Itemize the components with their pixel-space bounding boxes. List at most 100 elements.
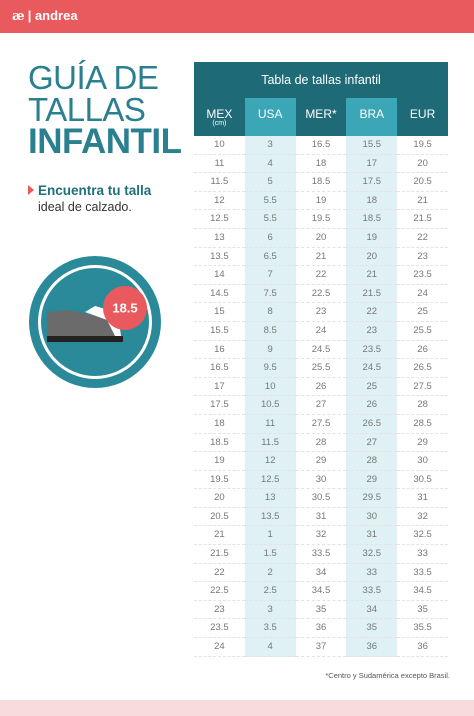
table-row: 23.5 3.5 36 35 35.5 [194, 619, 448, 639]
table-cell: 28.5 [397, 415, 448, 434]
badge-circle [103, 286, 147, 330]
table-cell: 23 [194, 601, 245, 620]
table-row: 19 12 29 28 30 [194, 452, 448, 471]
column-name: MER* [305, 107, 337, 121]
table-row: 13 6 20 19 22 [194, 228, 448, 248]
table-cell: 21.5 [346, 284, 398, 304]
table-cell: 4 [244, 154, 296, 174]
table-row: 19.5 12.5 30 29 30.5 [194, 470, 448, 490]
table-cell: 20 [194, 489, 245, 508]
table-cell: 30.5 [295, 489, 347, 508]
table-cell: 34.5 [397, 582, 448, 601]
table-cell: 16.5 [295, 136, 347, 155]
bottom-bar [0, 700, 474, 716]
table-cell: 19.5 [397, 136, 448, 155]
table-row: 22 2 34 33 33.5 [194, 563, 448, 583]
table-cell: 9.5 [244, 359, 296, 378]
table-cell: 28 [397, 396, 448, 415]
shoe-sole [47, 336, 123, 342]
table-cell: 24.5 [346, 359, 398, 378]
table-cell: 19 [295, 192, 347, 211]
table-cell: 30.5 [397, 471, 448, 490]
table-cell: 10 [244, 377, 296, 397]
table-cell: 31 [295, 508, 347, 527]
table-cell: 6.5 [244, 247, 296, 267]
table-cell: 8 [244, 303, 296, 322]
table-cell: 2 [244, 563, 296, 583]
table-cell: 4 [244, 638, 296, 657]
table-cell: 23 [397, 248, 448, 267]
table-cell: 32.5 [397, 526, 448, 546]
table-cell: 12 [194, 192, 245, 211]
table-row: 23 3 35 34 35 [194, 600, 448, 620]
table-cell: 11 [244, 414, 296, 434]
table-cell: 9 [244, 340, 296, 360]
table-cell: 15.5 [194, 322, 245, 341]
table-cell: 12.5 [194, 210, 245, 229]
table-cell: 7 [244, 266, 296, 285]
table-cell: 33.5 [346, 582, 398, 601]
table-cell: 8.5 [244, 321, 296, 341]
table-cell: 1 [244, 526, 296, 546]
table-cell: 22.5 [295, 285, 347, 304]
table-cell: 21.5 [194, 545, 245, 564]
table-cell: 36 [295, 619, 347, 639]
table-cell: 3.5 [244, 619, 296, 639]
table-row: 11 4 18 17 20 [194, 154, 448, 174]
table-cell: 13 [194, 229, 245, 248]
table-row: 17 10 26 25 27.5 [194, 377, 448, 397]
table-cell: 10 [194, 136, 245, 155]
table-cell: 32 [295, 526, 347, 546]
table-cell: 3 [244, 600, 296, 620]
table-cell: 27.5 [397, 378, 448, 397]
table-cell: 17.5 [346, 173, 398, 192]
subtitle: Encuentra tu talla ideal de calzado. [28, 183, 151, 214]
header-row: MEX (cm) USA MER* BRA EUR [194, 98, 448, 136]
table-cell: 7.5 [244, 284, 296, 304]
table-row: 18 11 27.5 26.5 28.5 [194, 414, 448, 434]
table-row: 18.5 11.5 28 27 29 [194, 433, 448, 453]
table-cell: 36 [397, 638, 448, 657]
table-cell: 18.5 [194, 434, 245, 453]
table-cell: 17.5 [194, 396, 245, 415]
table-cell: 11.5 [244, 433, 296, 453]
table-cell: 5.5 [244, 191, 296, 211]
table-row: 11.5 5 18.5 17.5 20.5 [194, 173, 448, 192]
table-cell: 35 [397, 601, 448, 620]
table-cell: 21 [295, 248, 347, 267]
table-cell: 17 [346, 154, 398, 174]
subtitle-text: ideal de calzado. [38, 200, 132, 214]
table-cell: 27 [295, 396, 347, 415]
table-row: 20 13 30.5 29.5 31 [194, 489, 448, 508]
table-cell: 10.5 [244, 396, 296, 415]
shoe-badge: 18.5 [29, 256, 161, 388]
table-cell: 20.5 [194, 508, 245, 527]
table-cell: 26 [346, 396, 398, 415]
table-cell: 35 [295, 601, 347, 620]
table-cell: 22 [194, 564, 245, 583]
table-row: 16.5 9.5 25.5 24.5 26.5 [194, 359, 448, 378]
table-cell: 29 [397, 434, 448, 453]
subtitle-bold: Encuentra tu talla [38, 183, 152, 198]
table-cell: 35 [346, 619, 398, 639]
table-cell: 12 [244, 452, 296, 471]
column-name: EUR [409, 107, 436, 121]
table-cell: 29 [346, 470, 398, 490]
table-cell: 1.5 [244, 545, 296, 564]
table-cell: 21.5 [397, 210, 448, 229]
table-cell: 13 [244, 489, 296, 508]
size-table: Tabla de tallas infantil MEX (cm) USA MER* B… [194, 62, 448, 657]
table-cell: 24 [397, 285, 448, 304]
table-row: 15 8 23 22 25 [194, 303, 448, 322]
table-cell: 14 [194, 266, 245, 285]
title-line: TALLAS [28, 91, 146, 128]
table-cell: 13.5 [194, 248, 245, 267]
table-cell: 37 [295, 638, 347, 657]
table-cell: 30 [295, 471, 347, 490]
column-header: EUR [397, 98, 448, 136]
column-header: MEX (cm) [194, 98, 245, 136]
logo[interactable]: æ | andrea [12, 8, 78, 24]
table-row: 20.5 13.5 31 30 32 [194, 507, 448, 527]
table-row: 15.5 8.5 24 23 25.5 [194, 321, 448, 341]
table-cell: 33 [346, 563, 398, 583]
